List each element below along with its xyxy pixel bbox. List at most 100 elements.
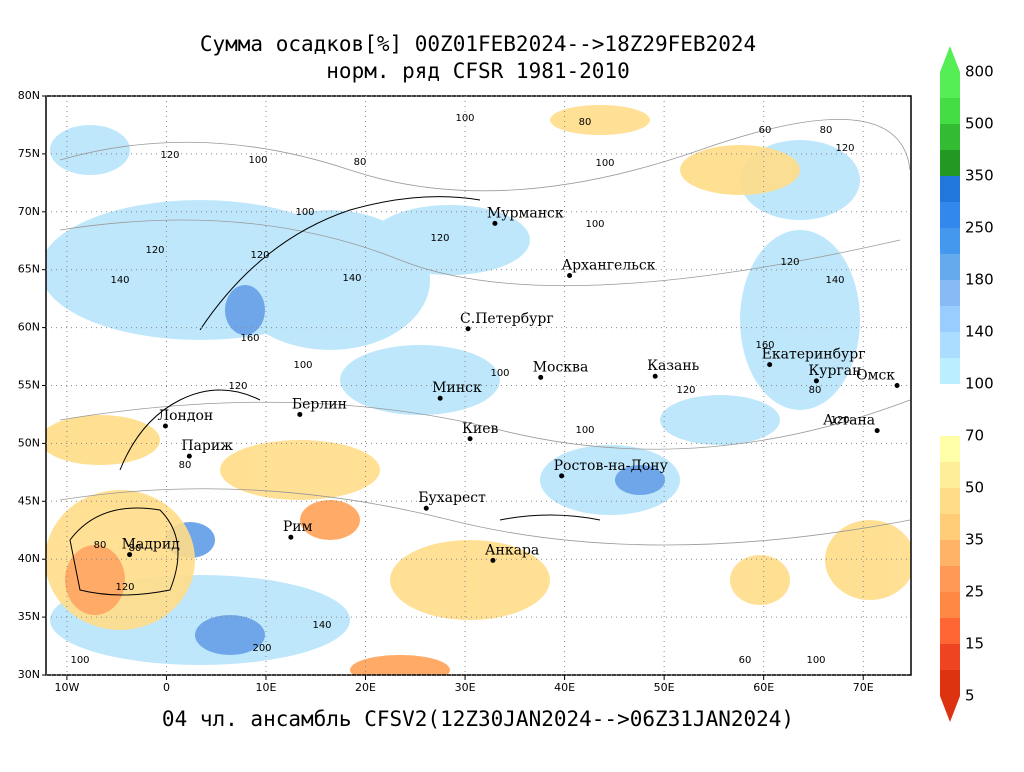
colorbar-label: 50 xyxy=(965,479,984,497)
contour-label: 120 xyxy=(145,245,164,256)
contour-label: 100 xyxy=(595,158,614,169)
contour-label: 100 xyxy=(575,425,594,436)
contour-label: 160 xyxy=(755,340,774,351)
contour-label: 100 xyxy=(70,655,89,666)
lat-tick-label: 60N xyxy=(18,321,40,334)
contour-label: 120 xyxy=(830,415,849,426)
colorbar-label: 350 xyxy=(965,167,994,185)
city-marker xyxy=(465,326,471,332)
colorbar-label: 5 xyxy=(965,687,975,705)
colorbar-swatch xyxy=(940,176,960,202)
contour-label: 60 xyxy=(739,655,752,666)
lat-tick-label: 35N xyxy=(18,610,40,623)
colorbar-swatch xyxy=(940,618,960,644)
colorbar-label: 180 xyxy=(965,271,994,289)
lat-tick-label: 80N xyxy=(18,89,40,102)
colorbar-swatch xyxy=(940,150,960,176)
contour-label: 100 xyxy=(455,113,474,124)
city-label: Лондон xyxy=(157,408,213,424)
colorbar-swatch xyxy=(940,436,960,462)
city-label: Курган xyxy=(808,363,861,379)
colorbar-swatch xyxy=(940,644,960,670)
lon-tick-label: 10W xyxy=(54,681,79,694)
colorbar-swatch xyxy=(940,592,960,618)
lat-tick-label: 50N xyxy=(18,436,40,449)
city-label: Казань xyxy=(647,358,699,374)
colorbar-swatch xyxy=(940,124,960,150)
lat-tick-label: 75N xyxy=(18,147,40,160)
lon-tick-label: 30E xyxy=(455,681,476,694)
lat-tick-label: 45N xyxy=(18,494,40,507)
contour-label: 80 xyxy=(820,125,833,136)
city-marker xyxy=(288,534,294,540)
lon-tick-label: 40E xyxy=(554,681,575,694)
city-marker xyxy=(437,395,443,401)
contour-label: 120 xyxy=(160,150,179,161)
city-marker xyxy=(652,373,658,379)
city-marker xyxy=(538,374,544,380)
city-label: Киев xyxy=(462,421,498,437)
colorbar-swatch xyxy=(940,358,960,384)
city-marker xyxy=(162,423,168,429)
city-marker xyxy=(492,220,498,226)
contour-label: 100 xyxy=(585,219,604,230)
city-label: Бухарест xyxy=(418,490,486,506)
lat-tick-label: 40N xyxy=(18,552,40,565)
contour-label: 120 xyxy=(430,233,449,244)
city-label: С.Петербург xyxy=(460,311,554,327)
city-label: Омск xyxy=(856,368,895,384)
city-label: Москва xyxy=(533,359,589,375)
contour-label: 60 xyxy=(759,125,772,136)
contour-label: 200 xyxy=(252,643,271,654)
colorbar-swatch xyxy=(940,514,960,540)
contour-label: 100 xyxy=(295,207,314,218)
contour-label: 140 xyxy=(110,275,129,286)
city-marker xyxy=(567,272,573,278)
colorbar-swatch xyxy=(940,566,960,592)
colorbar-swatch xyxy=(940,202,960,228)
colorbar-swatch xyxy=(940,488,960,514)
colorbar-label: 35 xyxy=(965,531,984,549)
footer: 04 чл. ансамбль CFSV2(12Z30JAN2024-->06Z… xyxy=(162,707,794,731)
city-label: Екатеринбург xyxy=(762,347,866,363)
colorbar-arrow xyxy=(940,696,960,722)
colorbar-label: 800 xyxy=(965,63,994,81)
colorbar-swatch xyxy=(940,72,960,98)
colorbar-label: 100 xyxy=(965,375,994,393)
colorbar-label: 25 xyxy=(965,583,984,601)
city-marker xyxy=(297,411,303,417)
city-label: Мадрид xyxy=(122,537,181,553)
city-label: Мурманск xyxy=(487,205,564,221)
contour-label: 140 xyxy=(342,273,361,284)
city-marker xyxy=(894,383,900,388)
colorbar-swatch xyxy=(940,280,960,306)
colorbar-swatch xyxy=(940,332,960,358)
city-marker xyxy=(467,436,473,442)
contour-label: 140 xyxy=(312,620,331,631)
city-marker xyxy=(559,473,565,479)
contour-label: 80 xyxy=(94,540,107,551)
city-marker xyxy=(127,552,133,558)
contour-label: 140 xyxy=(825,275,844,286)
contour-label: 120 xyxy=(780,257,799,268)
city-marker xyxy=(874,428,880,434)
contour-label: 80 xyxy=(809,385,822,396)
contour-label: 100 xyxy=(490,368,509,379)
contour-label: 100 xyxy=(293,360,312,371)
city-label: Париж xyxy=(181,438,233,454)
colorbar-swatch xyxy=(940,98,960,124)
city-label: Архангельск xyxy=(562,257,656,273)
lon-tick-label: 0 xyxy=(163,681,170,694)
lat-tick-label: 55N xyxy=(18,379,40,392)
colorbar-swatch xyxy=(940,540,960,566)
city-marker xyxy=(186,453,192,459)
contour-label: 80 xyxy=(354,157,367,168)
colorbar-swatch xyxy=(940,670,960,696)
contour-label: 100 xyxy=(248,155,267,166)
contour-label: 120 xyxy=(835,143,854,154)
lon-tick-label: 20E xyxy=(355,681,376,694)
colorbar-swatch xyxy=(940,254,960,280)
colorbar-swatch xyxy=(940,306,960,332)
city-label: Астана xyxy=(823,413,875,429)
